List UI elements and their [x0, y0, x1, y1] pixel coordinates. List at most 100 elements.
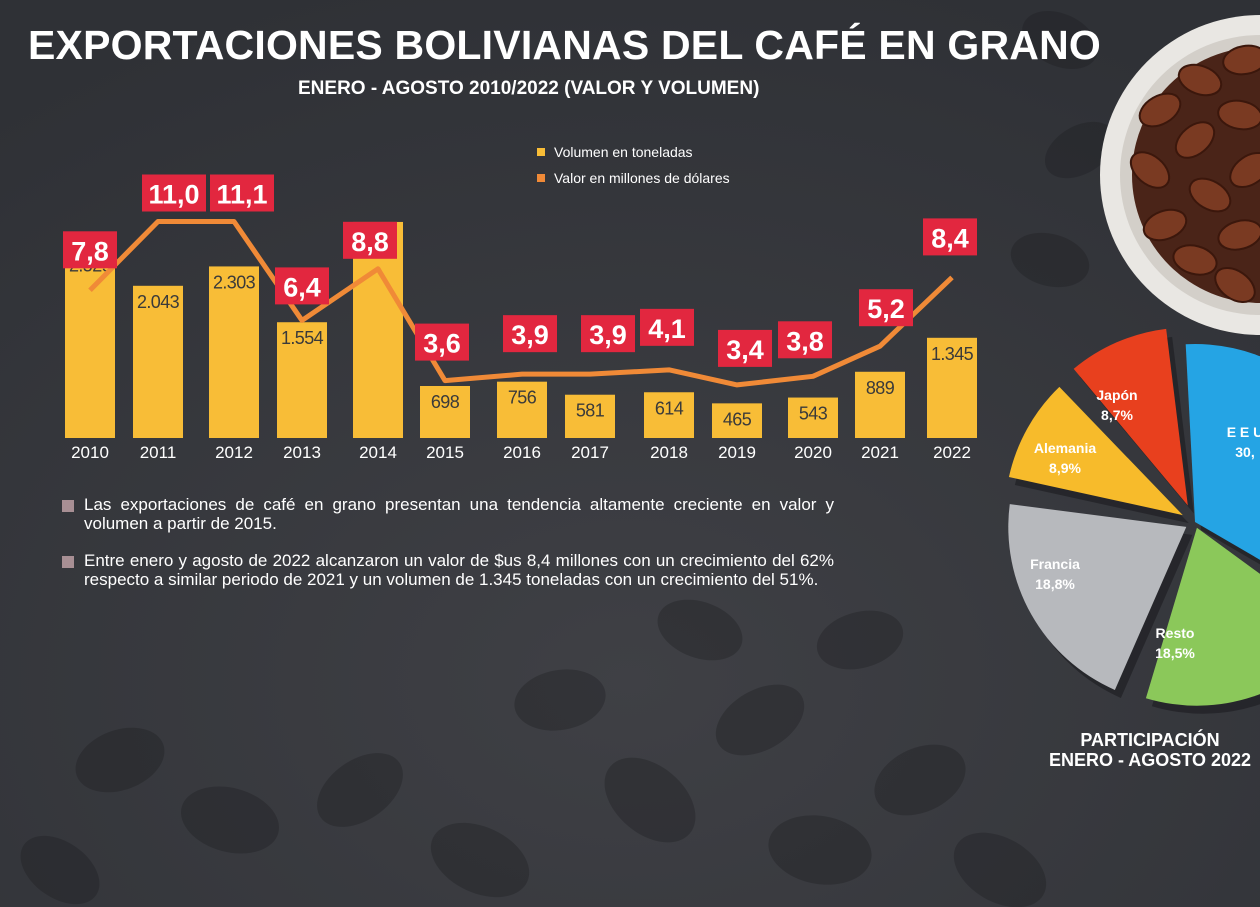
value-labels-layer: 7,8 11,0 11,1 6,4 8,8 3,6 3,9 3,9 4,1 3,4 3,8 5,2 8,… — [63, 174, 977, 367]
year-labels-layer: 2010 2011 2012 2013 2014 2015 2016 2017 2018 2019… — [71, 443, 971, 462]
volume-bar — [644, 392, 694, 438]
year-label: 2021 — [861, 443, 899, 462]
volume-label: 543 — [799, 404, 828, 424]
value-label-box — [503, 315, 557, 353]
pie-chart-title: PARTICIPACIÓN ENERO - AGOSTO 2022 — [1040, 730, 1260, 770]
pie-chart: E E U 30, Resto 18,5% Francia 18,8% Alemania 8,… — [1008, 328, 1260, 714]
square-bullet-icon — [62, 556, 74, 568]
value-label-box — [63, 231, 117, 269]
value-label-box — [343, 221, 397, 259]
volume-bar — [209, 266, 259, 438]
value-label-box — [718, 329, 772, 367]
note-item: Las exportaciones de café en grano prese… — [62, 495, 834, 533]
volume-label: 1.554 — [281, 328, 324, 348]
year-label: 2022 — [933, 443, 971, 462]
value-line-layer — [88, 219, 954, 388]
year-label: 2018 — [650, 443, 688, 462]
pie-slice-percent: 30, — [1235, 444, 1254, 460]
pie-slice — [1185, 344, 1260, 560]
value-label: 8,4 — [931, 223, 969, 253]
value-label-box — [210, 174, 274, 212]
value-label: 5,2 — [867, 294, 905, 324]
legend-line-swatch — [537, 174, 545, 182]
volume-bar — [420, 385, 470, 438]
volume-label: 581 — [576, 401, 605, 421]
value-label-box — [640, 308, 694, 346]
volume-label: 889 — [866, 378, 895, 398]
legend-label: Valor en millones de dólares — [554, 170, 730, 186]
year-label: 2019 — [718, 443, 756, 462]
page-title: EXPORTACIONES BOLIVIANAS DEL CAFÉ EN GRA… — [28, 22, 1101, 68]
year-label: 2011 — [140, 443, 177, 462]
pie-title-line: PARTICIPACIÓN — [1080, 730, 1220, 750]
value-label: 4,1 — [648, 314, 686, 344]
volume-label: 614 — [655, 398, 684, 418]
pie-labels-layer: E E U 30, Resto 18,5% Francia 18,8% Alemania 8,… — [1030, 387, 1260, 661]
pie-slice — [1008, 504, 1187, 690]
volume-bar — [712, 403, 762, 438]
year-label: 2017 — [571, 443, 609, 462]
pie-slice-label: Francia — [1030, 556, 1080, 572]
pie-slice-percent: 8,9% — [1049, 460, 1081, 476]
volume-label: 756 — [508, 388, 537, 408]
volume-bar — [497, 381, 547, 438]
value-label: 7,8 — [71, 236, 109, 266]
pie-slice-label: Alemania — [1034, 440, 1096, 456]
year-label: 2015 — [426, 443, 464, 462]
year-label: 2020 — [794, 443, 832, 462]
value-label: 3,8 — [786, 326, 824, 356]
value-label: 8,8 — [351, 227, 389, 257]
volume-bar — [65, 249, 115, 438]
notes-section: Las exportaciones de café en grano prese… — [62, 495, 834, 607]
year-label: 2013 — [283, 443, 321, 462]
pie-slices-layer — [1008, 328, 1260, 714]
volume-label: 2.043 — [137, 292, 180, 312]
pie-title-line: ENERO - AGOSTO 2022 — [1048, 750, 1252, 770]
value-label-box — [859, 289, 913, 327]
volume-bar — [855, 371, 905, 438]
value-label-box — [142, 174, 206, 212]
note-text: Las exportaciones de café en grano prese… — [84, 495, 834, 533]
chart-legend: Volumen en toneladas Valor en millones de… — [537, 144, 730, 186]
pie-slice-percent: 18,5% — [1155, 645, 1195, 661]
pie-slice — [1008, 386, 1183, 516]
pie-slice — [1073, 328, 1188, 506]
value-label-box — [778, 321, 832, 359]
year-label: 2010 — [71, 443, 109, 462]
volume-bar — [133, 285, 183, 438]
value-label: 3,6 — [423, 329, 461, 359]
value-label-box — [415, 323, 469, 361]
pie-slice-percent: 8,7% — [1101, 407, 1133, 423]
value-label: 3,9 — [589, 320, 627, 350]
volume-label: 1.345 — [931, 344, 974, 364]
pie-slice-label: E E U — [1227, 424, 1260, 440]
volume-label: 2.303 — [213, 272, 256, 292]
bar-line-chart: 2.5292.0432.3031.55469875658161446554388… — [63, 144, 977, 462]
volume-label: 465 — [723, 409, 752, 429]
year-label: 2016 — [503, 443, 541, 462]
value-label-box — [581, 315, 635, 353]
square-bullet-icon — [62, 500, 74, 512]
pie-slice-label: Resto — [1156, 625, 1195, 641]
pie-slice-label: Japón — [1096, 387, 1137, 403]
legend-bar-swatch — [537, 148, 545, 156]
year-label: 2014 — [359, 443, 397, 462]
coffee-cup-image — [1100, 15, 1260, 335]
value-label: 11,0 — [148, 180, 199, 210]
value-line — [88, 219, 954, 388]
value-label: 6,4 — [283, 272, 321, 302]
volume-bar — [788, 397, 838, 438]
volume-bar — [927, 337, 977, 438]
note-text: Entre enero y agosto de 2022 alcanzaron … — [84, 551, 834, 589]
legend-label: Volumen en toneladas — [554, 144, 693, 160]
value-label-box — [275, 267, 329, 305]
volume-label: 698 — [431, 392, 460, 412]
value-label: 11,1 — [216, 180, 267, 210]
value-label-box — [923, 218, 977, 256]
volume-bar — [565, 394, 615, 438]
note-item: Entre enero y agosto de 2022 alcanzaron … — [62, 551, 834, 589]
pie-slice — [1145, 527, 1260, 706]
year-label: 2012 — [215, 443, 253, 462]
bean-texture — [20, 10, 1116, 907]
pie-slice-percent: 18,8% — [1035, 576, 1075, 592]
